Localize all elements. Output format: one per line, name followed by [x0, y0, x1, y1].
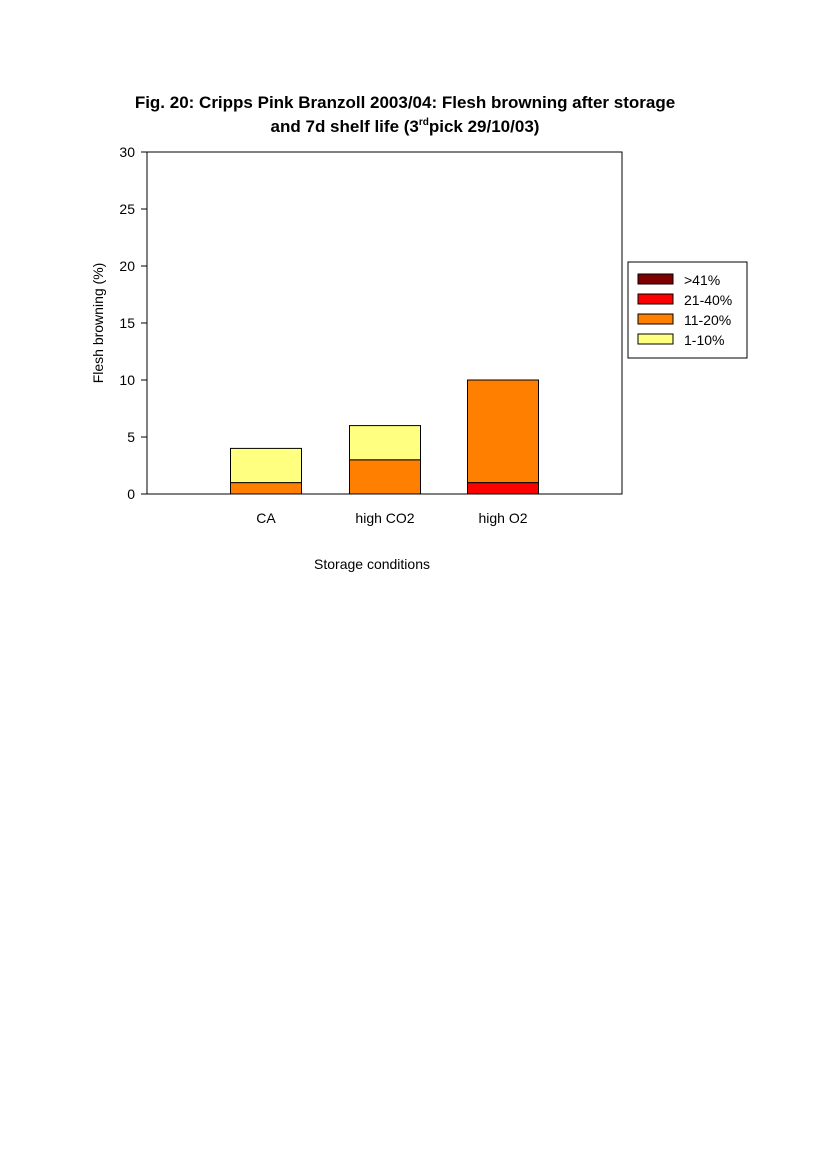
y-tick-label: 0	[127, 486, 135, 502]
bars-layer	[230, 379, 539, 495]
chart-title-line1: Fig. 20: Cripps Pink Branzoll 2003/04: F…	[134, 93, 676, 112]
legend-swatch	[637, 273, 674, 285]
legend-label: 21-40%	[684, 292, 732, 308]
bar-segment	[349, 459, 421, 495]
bar-segment	[230, 447, 302, 484]
bar-segment	[230, 482, 302, 495]
x-tick-label: high O2	[478, 510, 527, 526]
chart-title-ordinal-superscript: rd	[418, 117, 429, 128]
bar-segment	[467, 482, 539, 495]
legend-label: >41%	[684, 272, 720, 288]
y-tick-label: 20	[119, 258, 135, 274]
x-tick-label: high CO2	[355, 510, 414, 526]
y-tick-label: 10	[119, 372, 135, 388]
chart-title-line2-suffix: pick 29/10/03)	[428, 117, 540, 136]
y-tick-label: 25	[119, 201, 135, 217]
bar-segment	[467, 379, 539, 484]
y-axis: 0 5 10 15 20 25 30	[119, 144, 147, 502]
legend: >41% 21-40% 11-20% 1-10%	[627, 261, 748, 359]
y-axis-label: Flesh browning (%)	[90, 263, 106, 384]
chart-title-line2-prefix: and 7d shelf life (3	[270, 117, 419, 136]
legend-swatch	[637, 313, 674, 325]
bar-segment	[349, 425, 421, 461]
y-tick-label: 15	[119, 315, 135, 331]
x-tick-label: CA	[256, 510, 276, 526]
legend-swatch	[637, 293, 674, 305]
legend-swatch	[637, 333, 674, 345]
legend-label: 11-20%	[684, 312, 731, 328]
x-axis-label: Storage conditions	[314, 556, 430, 572]
chart-title-line2: and 7d shelf life (3rdpick 29/10/03)	[60, 115, 750, 139]
y-tick-label: 30	[119, 144, 135, 160]
x-axis: CA high CO2 high O2	[256, 510, 527, 526]
y-tick-label: 5	[127, 429, 135, 445]
chart-title: Fig. 20: Cripps Pink Branzoll 2003/04: F…	[60, 91, 750, 139]
legend-label: 1-10%	[684, 332, 724, 348]
